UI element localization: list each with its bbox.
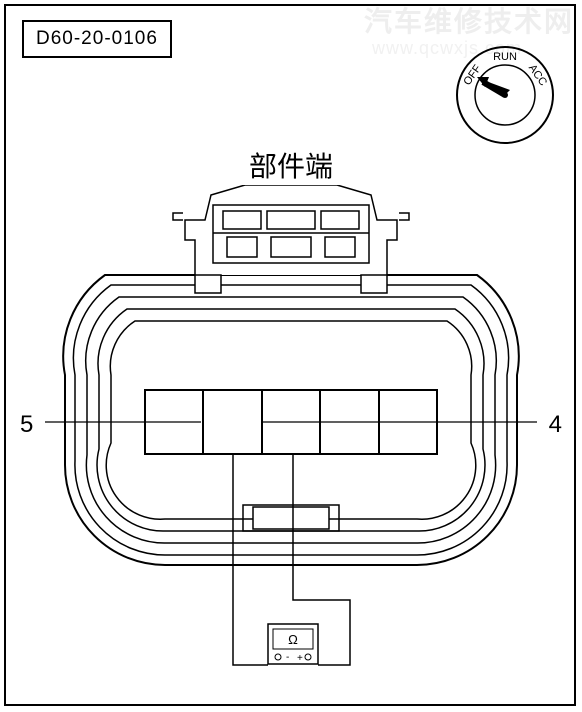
ohmmeter: Ω - + (268, 624, 318, 664)
probe-wire-negative (233, 454, 268, 665)
ohmmeter-terminal-plus (305, 654, 311, 660)
ohmmeter-minus: - (286, 652, 289, 663)
measurement-overlay: Ω - + (0, 0, 582, 712)
ohmmeter-symbol: Ω (288, 632, 298, 647)
ohmmeter-terminal-minus (275, 654, 281, 660)
ohmmeter-plus: + (297, 653, 303, 664)
